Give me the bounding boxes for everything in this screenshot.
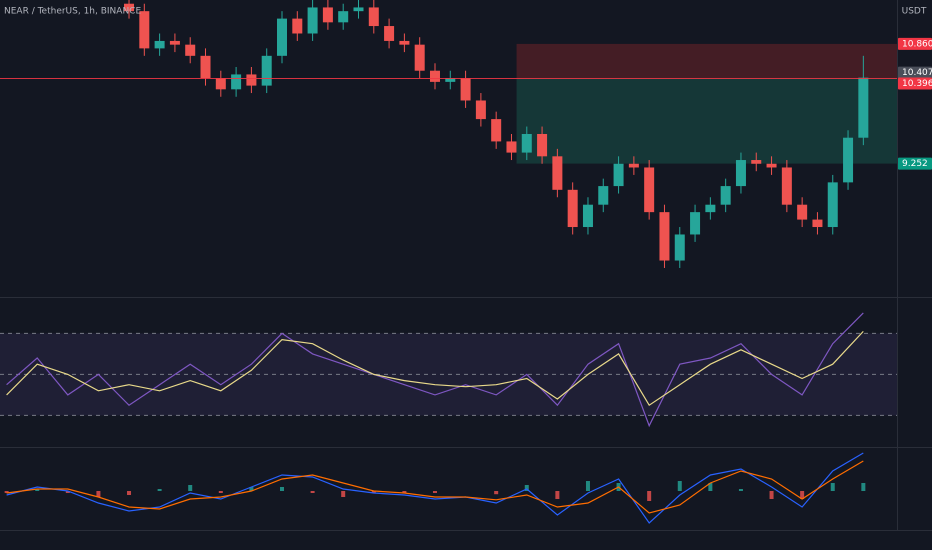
histogram-bar xyxy=(524,485,529,491)
candle-body xyxy=(292,18,303,34)
candle-body xyxy=(582,204,593,228)
price-label-bg xyxy=(898,77,932,90)
candle-body xyxy=(429,70,440,82)
histogram-bar xyxy=(4,491,9,493)
candle-body xyxy=(139,11,150,49)
series-line xyxy=(6,460,864,514)
candle-body xyxy=(338,11,349,23)
histogram-bar xyxy=(432,491,437,493)
candle-body xyxy=(613,163,624,187)
candle-body xyxy=(307,7,318,34)
candle-body xyxy=(766,163,777,168)
candle-body xyxy=(506,141,517,153)
candle-body xyxy=(491,119,502,142)
candle-body xyxy=(460,78,471,101)
histogram-bar xyxy=(35,489,40,491)
candle-body xyxy=(735,160,746,187)
candle-body xyxy=(185,44,196,56)
candle-body xyxy=(231,74,242,90)
candle-body xyxy=(858,77,869,138)
candle-body xyxy=(720,186,731,205)
histogram-bar xyxy=(494,491,499,495)
candle-body xyxy=(552,156,563,190)
candle-body xyxy=(598,186,609,205)
histogram-bar xyxy=(249,487,254,491)
candle-body xyxy=(246,74,257,86)
histogram-bar xyxy=(830,483,835,491)
histogram-bar xyxy=(402,491,407,493)
histogram-bar xyxy=(157,489,162,491)
histogram-bar xyxy=(65,491,70,493)
histogram-bar xyxy=(647,491,652,501)
chart-title: NEAR / TetherUS, 1h, BINANCE xyxy=(4,7,141,17)
candle-body xyxy=(644,167,655,213)
histogram-bar xyxy=(310,491,315,493)
candle-body xyxy=(705,204,716,213)
candle-body xyxy=(154,40,165,49)
candle-body xyxy=(384,26,395,41)
price-label-bg xyxy=(898,157,932,170)
candle-body xyxy=(690,212,701,235)
candle-body xyxy=(475,100,486,120)
candle-body xyxy=(261,55,272,86)
candle-body xyxy=(628,163,639,168)
price-label: 10.860 xyxy=(902,39,932,49)
candle-body xyxy=(812,219,823,228)
candle-body xyxy=(751,160,762,164)
price-label: 9.252 xyxy=(902,159,928,169)
candle-body xyxy=(277,18,288,56)
candle-body xyxy=(445,78,456,82)
candle-body xyxy=(797,204,808,220)
series-line xyxy=(6,330,864,407)
histogram-bar xyxy=(371,491,376,493)
histogram-bar xyxy=(738,489,743,491)
candle-body xyxy=(781,167,792,205)
histogram-bar xyxy=(218,491,223,493)
candle-body xyxy=(674,234,685,261)
histogram-bar xyxy=(769,491,774,499)
histogram-bar xyxy=(127,491,132,495)
candle-body xyxy=(322,7,333,23)
candle-body xyxy=(200,55,211,79)
candle-body xyxy=(567,189,578,228)
candle-body xyxy=(537,133,548,157)
histogram-bar xyxy=(555,491,560,499)
candle-body xyxy=(353,7,364,12)
price-label: 10.396 xyxy=(902,79,932,89)
price-label-bg xyxy=(898,37,932,50)
candle-body xyxy=(215,78,226,90)
candle-body xyxy=(399,40,410,45)
price-label: 10.407 xyxy=(902,68,932,78)
histogram-bar xyxy=(800,491,805,499)
histogram-bar xyxy=(585,481,590,491)
candle-body xyxy=(521,133,532,153)
histogram-bar xyxy=(861,483,866,491)
candle-body xyxy=(827,182,838,228)
candle-body xyxy=(659,212,670,261)
candle-body xyxy=(414,44,425,71)
marks-layer xyxy=(0,0,897,524)
histogram-bar xyxy=(96,491,101,497)
histogram-bar xyxy=(280,487,285,491)
candle-body xyxy=(368,7,379,27)
position-zone xyxy=(516,43,897,79)
series-line xyxy=(6,312,864,428)
histogram-bar xyxy=(188,485,193,491)
unit-label: USDT xyxy=(902,7,927,17)
histogram-bar xyxy=(677,481,682,491)
candle-body xyxy=(843,137,854,183)
histogram-bar xyxy=(341,491,346,497)
candle-body xyxy=(124,3,135,12)
histogram-bar xyxy=(708,483,713,491)
candle-body xyxy=(169,40,180,45)
position-zone xyxy=(516,78,897,164)
price-label-bg xyxy=(898,66,932,79)
